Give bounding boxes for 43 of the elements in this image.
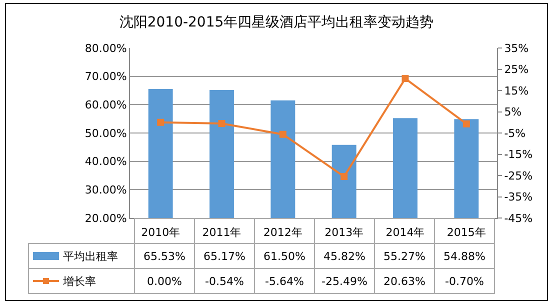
data-label: 20.63% [374, 268, 434, 294]
y2-tick-label: 5% [504, 106, 522, 119]
y-tick-label: 40.00% [84, 155, 127, 168]
x-tick-label: 2015年 [446, 226, 486, 240]
data-label: 65.53% [134, 244, 194, 268]
point [218, 120, 226, 128]
y-tick-label: 70.00% [84, 70, 127, 84]
legend-label: 平均出租率 [63, 250, 118, 262]
y2-tick-label: 25% [504, 63, 529, 76]
y2-tick-label: 35% [504, 42, 529, 55]
data-label: 45.82% [314, 244, 374, 268]
x-tick-label: 2012年 [263, 226, 302, 240]
point [157, 118, 164, 126]
y-tick-label: 30.00% [84, 184, 127, 197]
point [462, 120, 470, 128]
data-label: -25.49% [314, 268, 374, 294]
data-label: 55.27% [374, 244, 434, 268]
y2-tick-label: -25% [504, 169, 533, 182]
point [402, 75, 409, 82]
y2-tick-label: -35% [504, 190, 533, 204]
y-tick-label: 60.00% [84, 98, 127, 112]
data-label: 54.88% [434, 244, 494, 268]
data-label: -5.64% [254, 268, 314, 294]
x-tick-label: 2010年 [141, 226, 180, 240]
y2-tick-label: -15% [504, 148, 533, 162]
y2-tick-label: 15% [504, 84, 529, 98]
y-tick-label: 50.00% [84, 126, 127, 140]
y2-tick-label: -45% [504, 212, 533, 225]
point [340, 173, 348, 180]
y-tick-label: 80.00% [84, 42, 127, 55]
chart-title: 沈阳2010-2015年四星级酒店平均出租率变动趋势 [119, 14, 434, 30]
data-label: -0.54% [194, 268, 254, 294]
data-label: 61.50% [254, 244, 314, 268]
y-tick-label: 20.00% [84, 212, 127, 225]
data-label: 0.00% [134, 268, 194, 294]
x-tick-label: 2013年 [324, 226, 364, 240]
data-label: -0.70% [434, 268, 494, 294]
data-label: 65.17% [194, 244, 254, 268]
x-tick-label: 2011年 [202, 226, 242, 240]
legend-label: 增长率 [63, 274, 96, 288]
x-tick-label: 2014年 [386, 226, 425, 240]
point [279, 130, 286, 138]
y2-tick-label: -5% [504, 126, 526, 140]
